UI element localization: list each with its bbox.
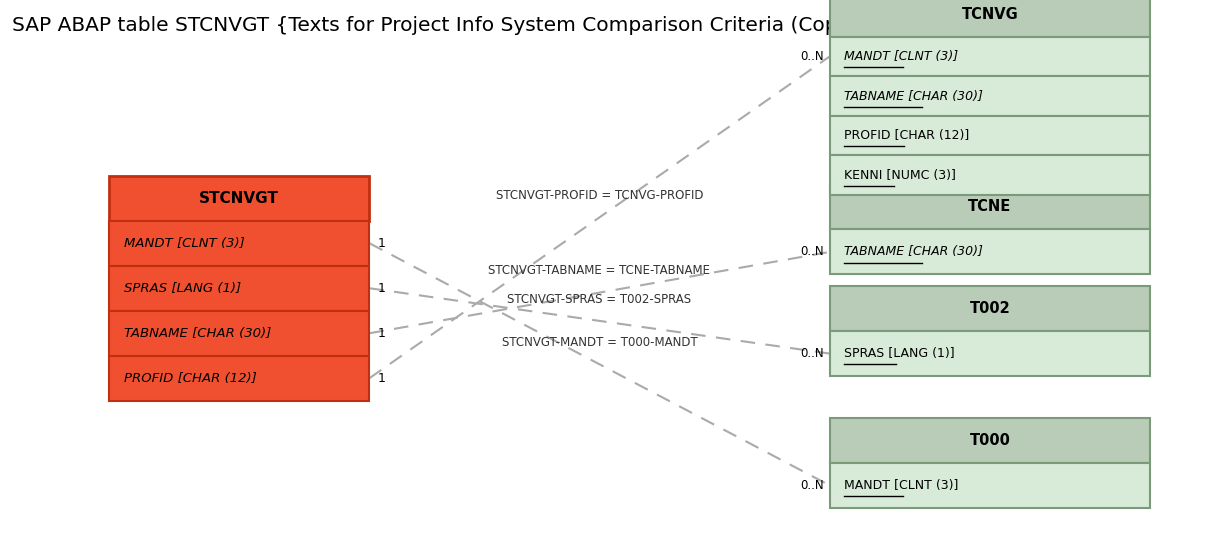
Text: T002: T002 (970, 301, 1010, 316)
Text: TABNAME [CHAR (30)]: TABNAME [CHAR (30)] (124, 327, 271, 340)
Text: 0..N: 0..N (799, 245, 823, 259)
Text: MANDT [CLNT (3)]: MANDT [CLNT (3)] (844, 479, 958, 492)
Text: STCNVGT-TABNAME = TCNE-TABNAME: STCNVGT-TABNAME = TCNE-TABNAME (488, 264, 711, 277)
Text: KENNI [NUMC (3)]: KENNI [NUMC (3)] (844, 169, 955, 182)
Text: 1: 1 (378, 237, 386, 250)
Text: TABNAME [CHAR (30)]: TABNAME [CHAR (30)] (844, 245, 983, 259)
Text: PROFID [CHAR (12)]: PROFID [CHAR (12)] (844, 129, 969, 142)
Text: TABNAME [CHAR (30)]: TABNAME [CHAR (30)] (844, 89, 983, 103)
FancyBboxPatch shape (109, 221, 369, 266)
Text: 0..N: 0..N (799, 50, 823, 63)
Text: T000: T000 (970, 433, 1010, 448)
FancyBboxPatch shape (830, 229, 1150, 274)
FancyBboxPatch shape (830, 184, 1150, 229)
FancyBboxPatch shape (109, 266, 369, 311)
Text: 1: 1 (378, 327, 386, 340)
FancyBboxPatch shape (109, 356, 369, 401)
FancyBboxPatch shape (830, 286, 1150, 331)
Text: SPRAS [LANG (1)]: SPRAS [LANG (1)] (124, 282, 241, 295)
Text: PROFID [CHAR (12)]: PROFID [CHAR (12)] (124, 372, 257, 385)
Text: 1: 1 (378, 282, 386, 295)
Text: SPRAS [LANG (1)]: SPRAS [LANG (1)] (844, 347, 954, 360)
Text: 1: 1 (378, 372, 386, 385)
FancyBboxPatch shape (109, 311, 369, 356)
FancyBboxPatch shape (830, 155, 1150, 195)
Text: 0..N: 0..N (799, 479, 823, 492)
Text: SAP ABAP table STCNVGT {Texts for Project Info System Comparison Criteria (Copy): SAP ABAP table STCNVGT {Texts for Projec… (12, 16, 871, 36)
Text: 0..N: 0..N (799, 347, 823, 360)
Text: TCNVG: TCNVG (962, 7, 1018, 22)
Text: TCNE: TCNE (969, 199, 1011, 215)
FancyBboxPatch shape (830, 331, 1150, 376)
FancyBboxPatch shape (830, 116, 1150, 155)
Text: STCNVGT-PROFID = TCNVG-PROFID: STCNVGT-PROFID = TCNVG-PROFID (495, 189, 704, 202)
FancyBboxPatch shape (830, 37, 1150, 76)
Text: STCNVGT-SPRAS = T002-SPRAS: STCNVGT-SPRAS = T002-SPRAS (507, 293, 691, 305)
Text: MANDT [CLNT (3)]: MANDT [CLNT (3)] (124, 237, 245, 250)
Text: MANDT [CLNT (3)]: MANDT [CLNT (3)] (844, 50, 958, 63)
FancyBboxPatch shape (830, 463, 1150, 508)
Text: STCNVGT: STCNVGT (200, 191, 279, 206)
FancyBboxPatch shape (830, 418, 1150, 463)
Text: STCNVGT-MANDT = T000-MANDT: STCNVGT-MANDT = T000-MANDT (501, 336, 698, 349)
FancyBboxPatch shape (830, 76, 1150, 116)
FancyBboxPatch shape (109, 176, 369, 221)
FancyBboxPatch shape (830, 0, 1150, 37)
